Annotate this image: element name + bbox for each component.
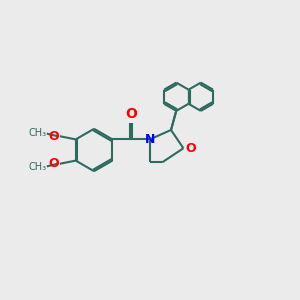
- Text: O: O: [49, 157, 59, 170]
- Text: CH₃: CH₃: [28, 162, 46, 172]
- Text: CH₃: CH₃: [28, 128, 46, 138]
- Text: N: N: [145, 133, 155, 146]
- Text: O: O: [186, 142, 196, 155]
- Text: O: O: [49, 130, 59, 143]
- Text: O: O: [126, 107, 137, 122]
